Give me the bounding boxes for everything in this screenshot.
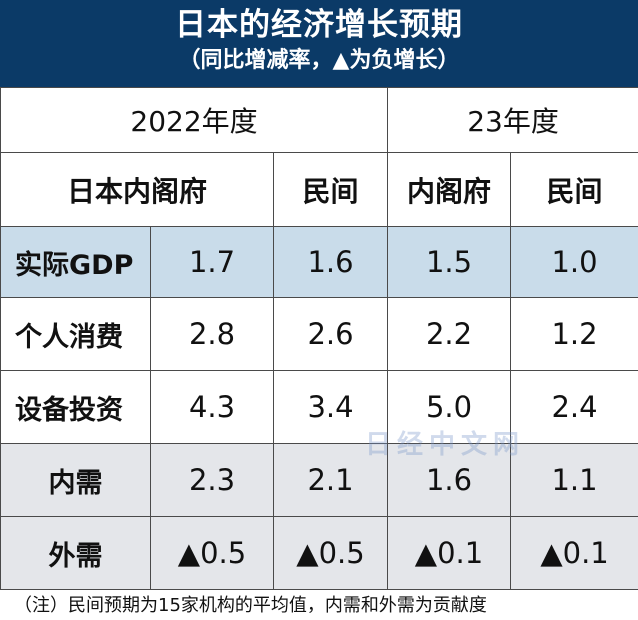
cell-value: 1.1: [510, 443, 638, 517]
row-label-external-demand: 外需: [0, 516, 151, 590]
cell-value: 2.6: [272, 297, 389, 371]
cell-value: 2.3: [150, 443, 274, 517]
cell-value: 2.8: [150, 297, 274, 371]
column-header-row: 日本内阁府 民间 内阁府 民间: [0, 152, 638, 227]
cell-value: 1.6: [387, 443, 512, 517]
page-subtitle: （同比增减率，▲为负增长）: [178, 48, 460, 73]
cell-value: 1.7: [150, 226, 274, 298]
page-title: 日本的经济增长预期: [175, 7, 463, 43]
year-2022-header: 2022年度: [0, 87, 389, 153]
year-header-row: 2022年度 23年度: [0, 87, 638, 153]
table-row: 设备投资 4.3 3.4 5.0 2.4: [0, 370, 638, 444]
forecast-table: 2022年度 23年度 日本内阁府 民间 内阁府 民间 实际GDP 1.7 1.…: [0, 87, 638, 590]
row-label-real-gdp: 实际GDP: [0, 226, 151, 298]
cell-value: 1.2: [510, 297, 638, 371]
column-header-private-2022: 民间: [272, 152, 389, 227]
cell-value: ▲0.5: [150, 516, 274, 590]
row-label-domestic-demand: 内需: [0, 443, 151, 517]
column-header-cabinet-office-2023: 内阁府: [387, 152, 512, 227]
cell-value: 1.0: [510, 226, 638, 298]
table-row: 外需 ▲0.5 ▲0.5 ▲0.1 ▲0.1: [0, 516, 638, 590]
cell-value: 1.6: [272, 226, 389, 298]
row-label-personal-consumption: 个人消费: [0, 297, 151, 371]
cell-value: 1.5: [387, 226, 512, 298]
cell-value: ▲0.1: [510, 516, 638, 590]
cell-value: 2.2: [387, 297, 512, 371]
cell-value: ▲0.5: [272, 516, 389, 590]
watermark: 日经中文网: [365, 430, 526, 460]
column-header-private-2023: 民间: [510, 152, 638, 227]
header: 日本的经济增长预期 （同比增减率，▲为负增长）: [0, 0, 638, 87]
column-header-cabinet-office-2022: 日本内阁府: [0, 152, 274, 227]
cell-value: 2.4: [510, 370, 638, 444]
row-label-capex: 设备投资: [0, 370, 151, 444]
table-row: 内需 2.3 2.1 1.6 1.1: [0, 443, 638, 517]
table-row: 个人消费 2.8 2.6 2.2 1.2: [0, 297, 638, 371]
cell-value: 4.3: [150, 370, 274, 444]
year-2023-header: 23年度: [387, 87, 638, 153]
footnote: （注）民间预期为15家机构的平均值，内需和外需为贡献度: [14, 595, 487, 616]
cell-value: ▲0.1: [387, 516, 512, 590]
cell-value: 3.4: [272, 370, 389, 444]
table-row: 实际GDP 1.7 1.6 1.5 1.0: [0, 226, 638, 298]
